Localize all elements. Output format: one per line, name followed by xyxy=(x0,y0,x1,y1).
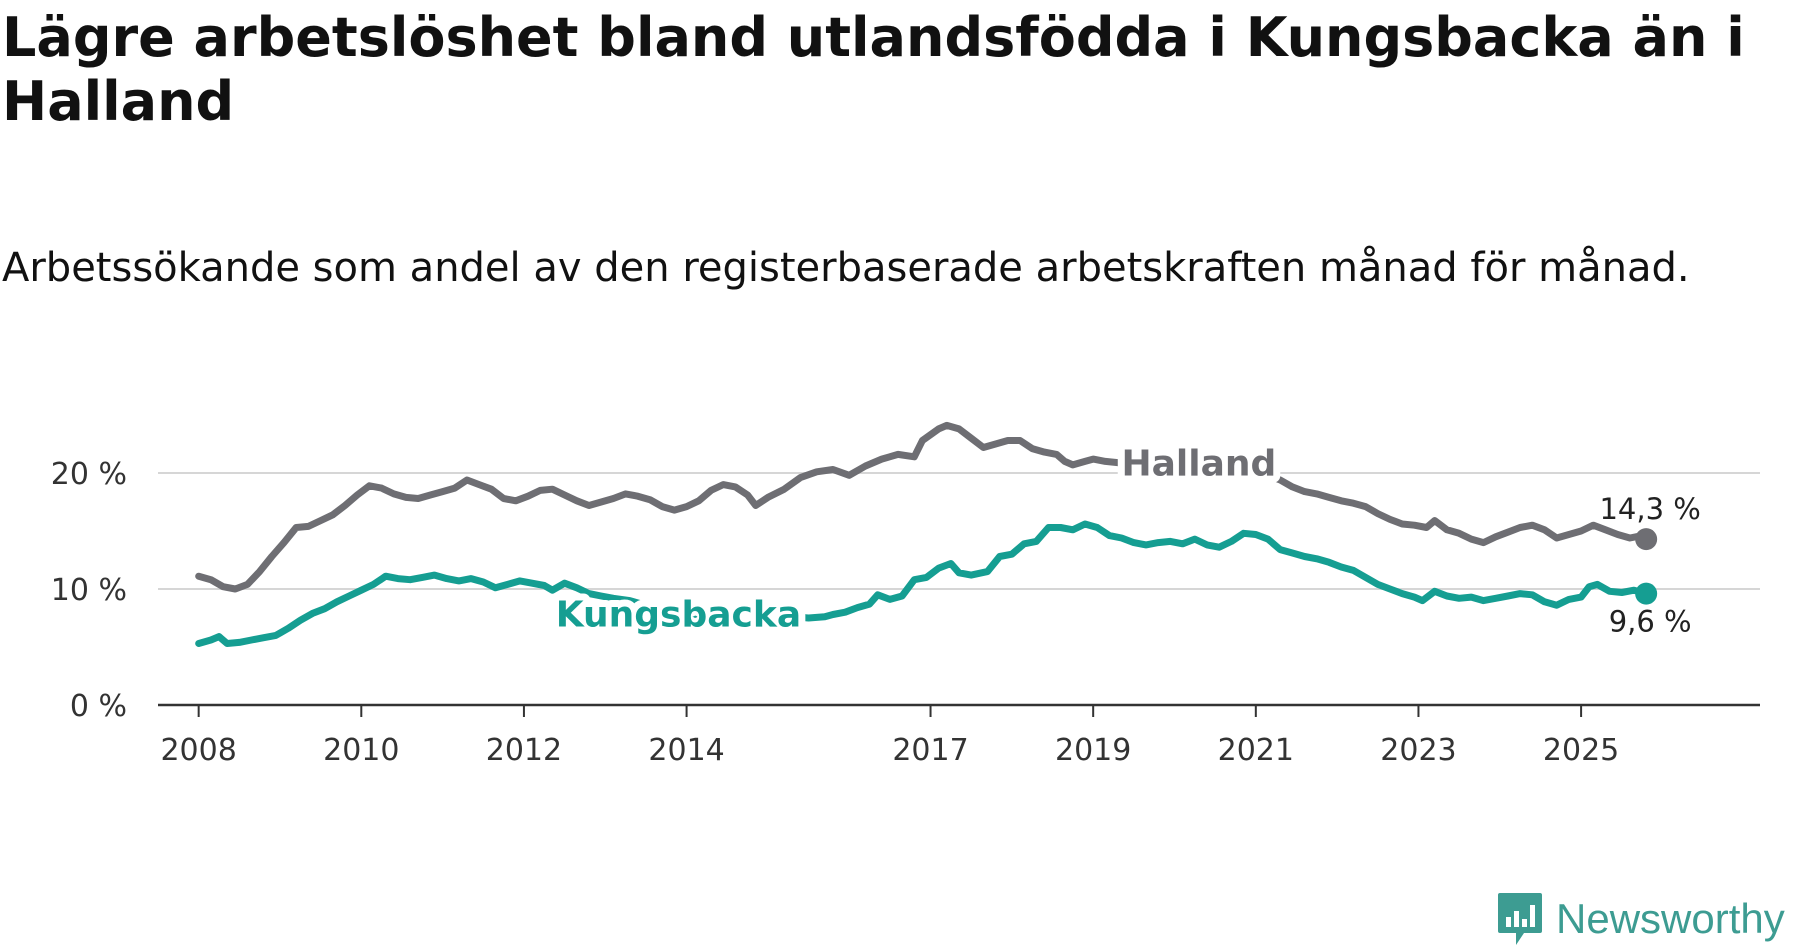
chart-subtitle: Arbetssökande som andel av den registerb… xyxy=(2,245,1690,291)
series-label-halland: Halland xyxy=(1121,444,1276,485)
x-tick-label: 2010 xyxy=(323,733,399,768)
end-point-kungsbacka xyxy=(1635,582,1658,605)
y-tick-label: 0 % xyxy=(70,689,127,724)
x-tick-label: 2014 xyxy=(648,733,724,768)
newsworthy-logo-icon xyxy=(1498,893,1542,945)
chart-title: Lägre arbetslöshet bland utlandsfödda i … xyxy=(2,6,1745,133)
end-value-label-kungsbacka: 9,6 % xyxy=(1609,605,1692,639)
end-value-label-halland: 14,3 % xyxy=(1599,492,1700,526)
x-tick-label: 2012 xyxy=(486,733,562,768)
y-tick-label: 10 % xyxy=(51,573,127,608)
y-tick-label: 20 % xyxy=(51,457,127,492)
brand-name: Newsworthy xyxy=(1556,895,1785,942)
end-point-halland xyxy=(1635,528,1658,551)
x-tick-label: 2019 xyxy=(1055,733,1131,768)
series-line-halland xyxy=(195,421,1650,593)
series-line-kungsbacka xyxy=(195,520,1650,647)
series-label-kungsbacka: Kungsbacka xyxy=(556,594,801,635)
brand-logo[interactable]: Newsworthy xyxy=(1496,890,1785,948)
x-tick-label: 2021 xyxy=(1218,733,1294,768)
x-tick-label: 2023 xyxy=(1380,733,1456,768)
x-tick-label: 2008 xyxy=(160,733,236,768)
x-tick-label: 2017 xyxy=(892,733,968,768)
x-tick-label: 2025 xyxy=(1543,733,1619,768)
